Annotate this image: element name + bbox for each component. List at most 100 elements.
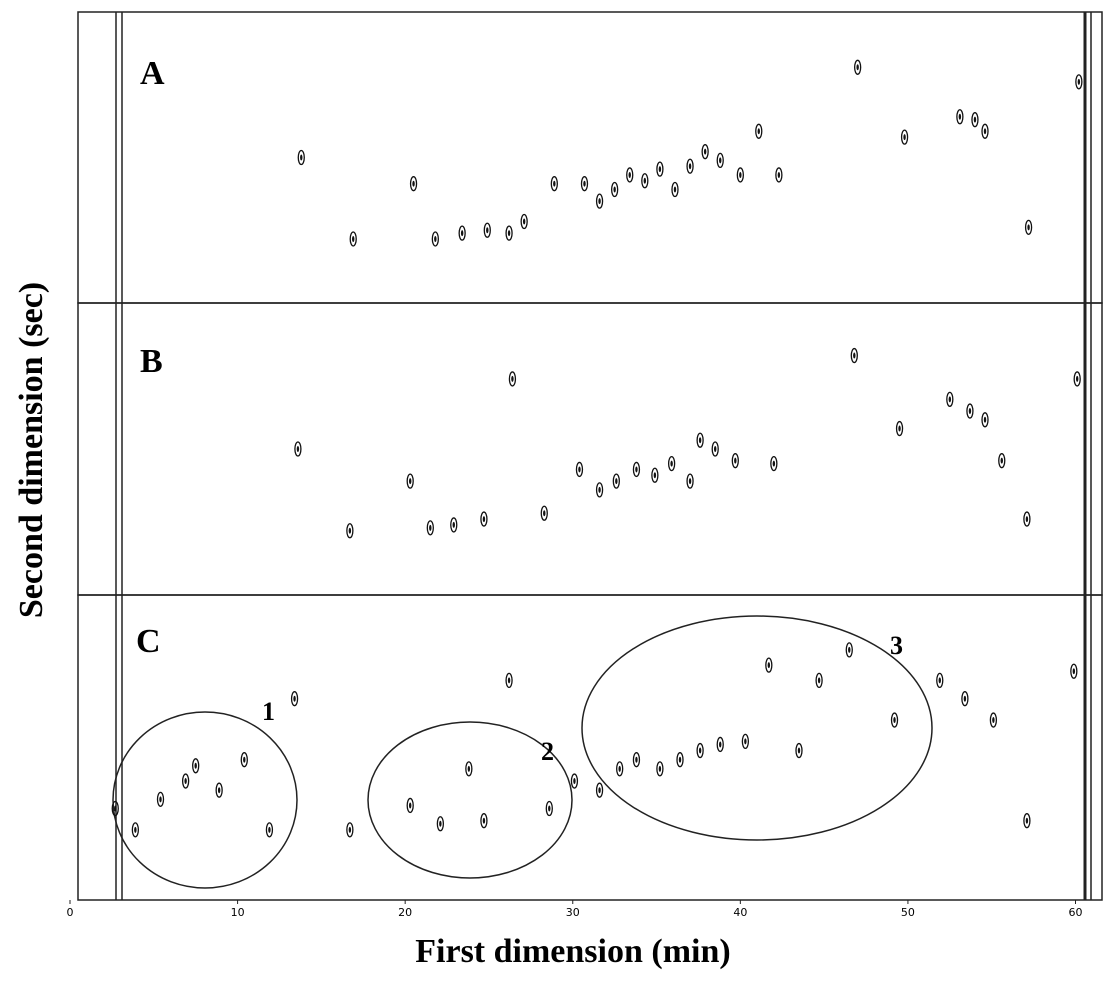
peak-core [598, 198, 600, 204]
x-tick-label: 0 [67, 906, 74, 919]
peak-core [984, 417, 986, 423]
peak-core [818, 677, 820, 683]
peak-core [856, 64, 858, 70]
peak-core [1076, 376, 1078, 382]
peak-core [659, 766, 661, 772]
frames [78, 12, 1102, 900]
peak-core [218, 787, 220, 793]
figure: A B C 1 2 3 First dimension (min) Second… [0, 0, 1104, 981]
peak-core [243, 757, 245, 763]
peak-core [349, 528, 351, 534]
x-tick-label: 60 [1069, 906, 1083, 919]
peak-core [674, 187, 676, 193]
peak-core [613, 187, 615, 193]
peak-core [768, 662, 770, 668]
peak-core [114, 806, 116, 812]
peak-core [159, 796, 161, 802]
peak-core [1001, 458, 1003, 464]
peak-core [543, 510, 545, 516]
peak-core [429, 525, 431, 531]
peak-core [744, 738, 746, 744]
panel-frame [78, 12, 1102, 303]
peak-core [511, 376, 513, 382]
peak-core [352, 236, 354, 242]
peak-core [719, 157, 721, 163]
peak-core [798, 748, 800, 754]
panel-frame [78, 595, 1102, 900]
peak-core [939, 677, 941, 683]
peak-core [468, 766, 470, 772]
peak-core [461, 230, 463, 236]
peak-core [583, 181, 585, 187]
peak-core [1078, 79, 1080, 85]
peak-core [969, 408, 971, 414]
peak-core [483, 516, 485, 522]
peak-core [714, 446, 716, 452]
peak-core [699, 748, 701, 754]
peak-core [949, 396, 951, 402]
peak-core [704, 149, 706, 155]
peak-core [984, 128, 986, 134]
peak-core [635, 757, 637, 763]
peak-core [453, 522, 455, 528]
peak-core [618, 766, 620, 772]
peak-core [719, 741, 721, 747]
peak-core [778, 172, 780, 178]
peak-core [1027, 224, 1029, 230]
peak-core [409, 802, 411, 808]
peak-core [523, 219, 525, 225]
peak-core [483, 818, 485, 824]
peak-core [194, 763, 196, 769]
peak-core [670, 461, 672, 467]
peak-core [629, 172, 631, 178]
panel-label: C [136, 623, 161, 660]
region-ellipse [113, 712, 297, 888]
peak-core [853, 353, 855, 359]
peak-core [349, 827, 351, 833]
peak-core [573, 778, 575, 784]
x-tick-label: 40 [733, 906, 747, 919]
region-label: 3 [890, 631, 903, 660]
peak-core [1026, 818, 1028, 824]
peak-core [654, 472, 656, 478]
peak-core [1026, 516, 1028, 522]
peak-core [300, 155, 302, 161]
peak-core [903, 134, 905, 140]
peak-core [644, 178, 646, 184]
peak-core [893, 717, 895, 723]
peak-core [184, 778, 186, 784]
peak-core [548, 806, 550, 812]
peak-core [959, 114, 961, 120]
peak-core [992, 717, 994, 723]
peak-core [412, 181, 414, 187]
x-tick-label: 30 [566, 906, 580, 919]
peak-core [486, 227, 488, 233]
peak-core [439, 821, 441, 827]
peak-core [739, 172, 741, 178]
region-ellipse [582, 616, 932, 840]
y-axis-label: Second dimension (sec) [13, 282, 50, 618]
peak-core [409, 478, 411, 484]
peak-core [508, 230, 510, 236]
peak-core [615, 478, 617, 484]
x-tick-label: 10 [231, 906, 245, 919]
peak-core [699, 437, 701, 443]
peak-core [659, 166, 661, 172]
peak-core [598, 787, 600, 793]
peak-core [553, 181, 555, 187]
peak-core [974, 117, 976, 123]
peak-core [293, 696, 295, 702]
peak-core [964, 696, 966, 702]
x-axis-label: First dimension (min) [415, 933, 730, 970]
x-tick-label: 20 [398, 906, 412, 919]
panel-frame [78, 303, 1102, 595]
peak-core [297, 446, 299, 452]
x-tick-label: 50 [901, 906, 915, 919]
peak-core [134, 827, 136, 833]
region-label: 2 [541, 737, 554, 766]
peak-core [578, 466, 580, 472]
peak-core [898, 426, 900, 432]
peak-core [635, 466, 637, 472]
panel-label: B [140, 343, 163, 380]
peak-core [598, 487, 600, 493]
